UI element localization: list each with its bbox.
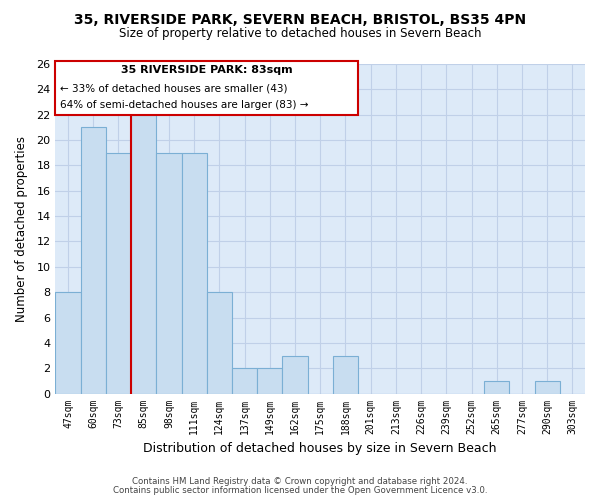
Bar [535, 381, 560, 394]
Bar [106, 152, 131, 394]
Bar [80, 128, 106, 394]
Text: 35, RIVERSIDE PARK, SEVERN BEACH, BRISTOL, BS35 4PN: 35, RIVERSIDE PARK, SEVERN BEACH, BRISTO… [74, 12, 526, 26]
Bar [232, 368, 257, 394]
Bar [484, 381, 509, 394]
Bar [283, 356, 308, 394]
Bar [131, 114, 157, 394]
Y-axis label: Number of detached properties: Number of detached properties [15, 136, 28, 322]
Bar [157, 152, 182, 394]
Text: 64% of semi-detached houses are larger (83) →: 64% of semi-detached houses are larger (… [61, 100, 309, 110]
Text: Size of property relative to detached houses in Severn Beach: Size of property relative to detached ho… [119, 28, 481, 40]
Text: 35 RIVERSIDE PARK: 83sqm: 35 RIVERSIDE PARK: 83sqm [121, 66, 293, 76]
Text: ← 33% of detached houses are smaller (43): ← 33% of detached houses are smaller (43… [61, 83, 288, 93]
Bar [257, 368, 283, 394]
Bar [207, 292, 232, 394]
Text: Contains public sector information licensed under the Open Government Licence v3: Contains public sector information licen… [113, 486, 487, 495]
Bar [333, 356, 358, 394]
FancyBboxPatch shape [55, 62, 358, 114]
X-axis label: Distribution of detached houses by size in Severn Beach: Distribution of detached houses by size … [143, 442, 497, 455]
Bar [55, 292, 80, 394]
Text: Contains HM Land Registry data © Crown copyright and database right 2024.: Contains HM Land Registry data © Crown c… [132, 477, 468, 486]
Bar [182, 152, 207, 394]
